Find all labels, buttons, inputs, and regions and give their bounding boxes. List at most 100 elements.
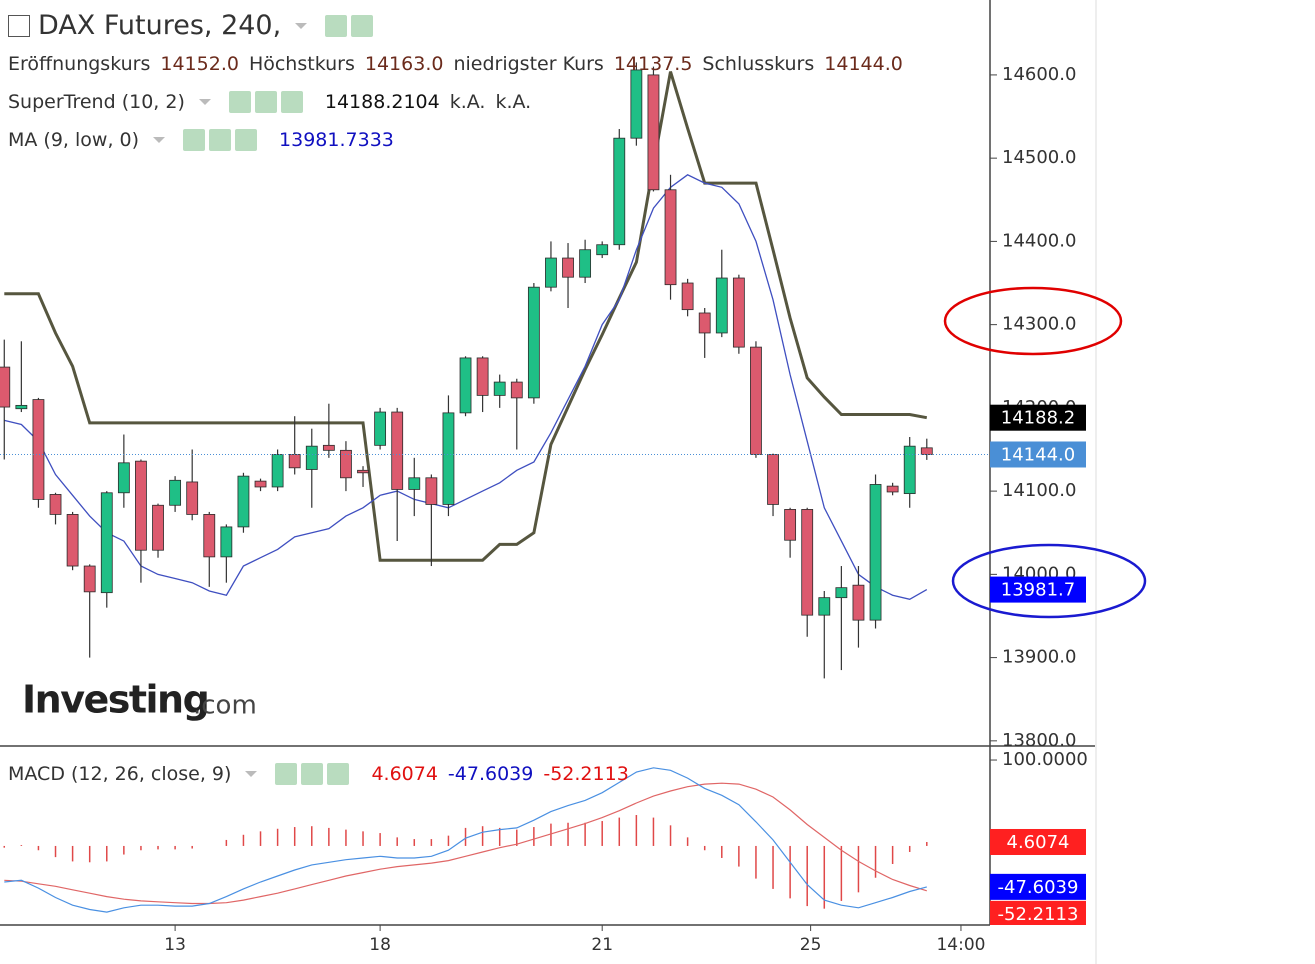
candle-body [100, 492, 113, 594]
watermark: Investing [22, 678, 208, 722]
collapse-icon[interactable] [8, 14, 30, 37]
x-tick-label: 21 [591, 935, 613, 955]
ohlc-name: niedrigster Kurs [453, 53, 604, 75]
candle-body [664, 189, 677, 286]
candle-body [818, 597, 831, 616]
candle-body [920, 447, 933, 455]
candle-body [562, 257, 574, 278]
x-tick-label: 13 [164, 935, 186, 955]
candle-body [715, 277, 728, 334]
indicator-value: k.A. [495, 91, 532, 113]
candle-body [305, 445, 318, 470]
y-tick-label: 14300.0 [1002, 314, 1076, 335]
candle-body [254, 480, 267, 488]
candle-body [886, 485, 899, 493]
price-badge-label: 14144.0 [1001, 444, 1075, 465]
caret[interactable] [295, 22, 308, 29]
candle-body [630, 69, 643, 139]
icon[interactable] [209, 129, 232, 151]
caret[interactable] [153, 137, 166, 143]
candle-body [32, 399, 45, 500]
y-tick-label: 14500.0 [1002, 147, 1076, 168]
candle-body [340, 449, 352, 479]
ohlc-name: Schlusskurs [702, 53, 815, 75]
candle-body [49, 494, 62, 515]
icon[interactable] [254, 91, 277, 113]
candle-body [596, 244, 609, 256]
caret[interactable] [245, 771, 258, 777]
candle-body [322, 444, 335, 451]
ohlc-value: 14163.0 [364, 53, 444, 75]
candle-body [852, 584, 865, 621]
price-badge [990, 900, 1086, 925]
price-badge [990, 576, 1086, 603]
candle-body [237, 475, 250, 528]
ma-row: MA (9, low, 0) 13981.7333 [8, 129, 404, 151]
candle-body [203, 514, 216, 558]
candle-body [459, 357, 472, 414]
candle-body [442, 412, 455, 505]
price-badge-label: -47.6039 [998, 877, 1079, 898]
candle-body [647, 74, 660, 191]
icon[interactable] [325, 14, 348, 37]
icon[interactable] [228, 91, 251, 113]
candle-body [903, 445, 916, 495]
candle-body [391, 411, 404, 490]
candle-body [271, 454, 284, 488]
ohlc-value: 14137.5 [613, 53, 693, 75]
y-tick-label: 14100.0 [1002, 480, 1076, 501]
indicator-line [4, 767, 927, 913]
candle-body [681, 282, 694, 311]
candle-body [493, 381, 506, 396]
candle-body [152, 504, 164, 551]
candle-body [510, 381, 523, 399]
candle-body [374, 411, 387, 446]
x-tick-label: 18 [369, 935, 391, 955]
candle-body [288, 454, 301, 469]
icon[interactable] [280, 91, 303, 113]
indicator-value: k.A. [449, 91, 486, 113]
red-ellipse [943, 286, 1123, 356]
indicator-line [4, 174, 928, 600]
candle-body [613, 137, 626, 246]
y-tick-label: 14400.0 [1002, 230, 1076, 251]
candle-body [801, 509, 814, 616]
price-badge-label: -52.2113 [998, 904, 1079, 925]
indicator-value: 14188.2104 [324, 91, 440, 113]
indicator-name: MACD (12, 26, close, 9) [8, 763, 232, 785]
caret[interactable] [198, 99, 211, 105]
y-tick-label: 13900.0 [1002, 647, 1076, 668]
icon[interactable] [235, 129, 258, 151]
candle-body [732, 277, 745, 348]
indicator-line [4, 782, 927, 905]
icon[interactable] [183, 129, 206, 151]
y-tick-label: 100.0000 [1002, 749, 1088, 770]
macd-row: MACD (12, 26, close, 9) 4.6074 -47.6039 … [8, 763, 639, 785]
blue-ellipse [951, 543, 1147, 619]
candle-body [545, 257, 557, 288]
ohlc-row: Eröffnungskurs 14152.0 Höchstkurs 14163.0 … [8, 53, 913, 75]
title: DAX Futures, 240, [38, 10, 282, 41]
icon[interactable] [301, 763, 324, 785]
candle-body [186, 481, 199, 515]
candle-body [527, 286, 540, 399]
ohlc-name: Höchstkurs [248, 53, 355, 75]
candle-body [869, 484, 882, 621]
price-badge-label: 4.6074 [1007, 832, 1070, 853]
candle-body [579, 249, 592, 278]
candle-body [698, 312, 711, 334]
ohlc-value: 14152.0 [160, 53, 239, 75]
indicator-name: SuperTrend (10, 2) [8, 91, 185, 113]
icon[interactable] [351, 14, 374, 37]
price-badge [990, 873, 1086, 900]
macd-pane: 100.0000 4.6074 -47.6039 -52.2113 [3, 749, 1088, 925]
icon[interactable] [275, 763, 298, 785]
candle-body [220, 526, 233, 558]
y-tick-label: 14600.0 [1002, 64, 1076, 85]
price-badge [990, 828, 1086, 855]
title-row: DAX Futures, 240, [8, 10, 377, 41]
icon[interactable] [327, 763, 350, 785]
price-pane: 13800.013900.014000.014100.014200.014300… [0, 62, 1086, 751]
